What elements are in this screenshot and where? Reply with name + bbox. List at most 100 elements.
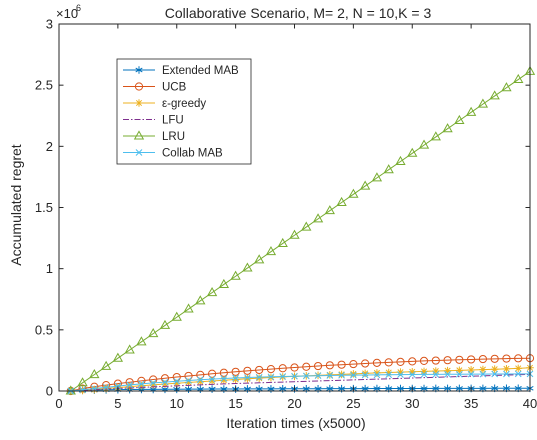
legend-label: Extended MAB <box>162 65 239 77</box>
data-point <box>208 375 216 383</box>
data-point <box>502 365 511 373</box>
data-point <box>372 358 382 367</box>
data-point <box>513 73 524 84</box>
data-point <box>312 213 324 223</box>
data-point <box>220 385 228 393</box>
data-point <box>396 357 405 366</box>
data-point <box>395 155 406 166</box>
data-point <box>502 354 511 363</box>
legend: Extended MAB UCB ε-greedy LFU LRU Collab MAB <box>116 58 252 165</box>
data-point <box>514 370 522 378</box>
data-point <box>501 82 512 92</box>
data-point <box>489 90 500 100</box>
data-point <box>455 366 464 375</box>
data-point <box>208 385 216 393</box>
data-point <box>231 375 240 384</box>
data-point <box>336 196 347 206</box>
data-point <box>265 246 277 256</box>
data-point <box>196 385 204 393</box>
legend-entry: Collab MAB <box>123 148 223 160</box>
data-point <box>173 377 181 385</box>
data-point <box>291 372 298 380</box>
y-tick-label: 0 <box>46 384 53 399</box>
series-line-4 <box>70 70 531 392</box>
y-axis-label: Accumulated regret <box>8 144 24 266</box>
x-tick-label: 0 <box>55 396 62 411</box>
data-point <box>126 381 134 389</box>
data-point <box>396 368 405 376</box>
legend-label: LFU <box>162 115 184 127</box>
data-point <box>361 359 370 368</box>
data-point <box>231 367 240 376</box>
y-exponent-power: 6 <box>76 3 81 13</box>
legend-entry: ε-greedy <box>123 98 206 110</box>
y-tick-label: 1.5 <box>35 200 53 215</box>
data-point <box>161 380 169 388</box>
data-point <box>349 359 358 369</box>
data-point <box>102 383 110 391</box>
data-point <box>337 360 346 369</box>
data-point <box>279 373 287 380</box>
data-point <box>77 377 88 387</box>
data-point <box>325 361 334 370</box>
data-point <box>301 221 312 231</box>
data-point <box>159 319 171 329</box>
data-point <box>289 229 300 239</box>
legend-swatch-marker <box>134 82 144 91</box>
data-point <box>465 106 477 116</box>
y-tick-label: 2 <box>46 139 53 154</box>
data-point <box>385 371 393 379</box>
legend-entry: LFU <box>123 115 184 127</box>
series-line-0 <box>70 387 530 392</box>
data-point <box>419 356 429 366</box>
data-point <box>384 358 393 367</box>
data-point <box>184 378 193 387</box>
data-point <box>196 376 204 384</box>
data-point <box>278 364 287 373</box>
data-point <box>443 356 452 365</box>
data-point <box>220 376 228 385</box>
y-tick-label: 1 <box>46 261 53 276</box>
data-point <box>432 371 440 378</box>
data-point <box>491 370 499 378</box>
data-point <box>230 270 241 280</box>
data-point <box>218 278 230 288</box>
data-point <box>397 371 404 378</box>
data-point <box>255 365 264 375</box>
data-point <box>314 372 322 380</box>
data-point <box>503 370 510 378</box>
y-tick-label: 0.5 <box>35 322 53 337</box>
series-3 <box>70 373 531 392</box>
chart-title: Collaborative Scenario, M= 2, N = 10,K =… <box>165 5 432 21</box>
data-point <box>326 372 334 379</box>
data-point <box>478 354 487 364</box>
data-point <box>89 368 100 379</box>
data-point <box>220 375 228 382</box>
y-tick-label: 3 <box>46 17 53 32</box>
data-point <box>384 368 393 377</box>
data-point <box>490 365 499 374</box>
data-point <box>338 371 345 379</box>
data-point <box>184 385 193 393</box>
series-4 <box>65 65 536 395</box>
data-point <box>490 354 499 363</box>
data-point <box>418 139 430 149</box>
x-tick-label: 10 <box>170 396 184 411</box>
data-point <box>149 381 157 389</box>
data-point <box>383 164 394 174</box>
x-tick-label: 40 <box>523 396 537 411</box>
legend-swatch-marker <box>135 99 143 107</box>
data-point <box>244 374 251 381</box>
data-point <box>420 367 428 376</box>
legend-swatch-marker <box>135 149 143 156</box>
data-point <box>114 382 122 390</box>
data-point <box>455 355 464 364</box>
data-point <box>430 131 441 141</box>
data-point <box>455 370 463 378</box>
x-axis-label: Iteration times (x5000) <box>226 415 365 431</box>
data-point <box>195 295 206 305</box>
data-point <box>161 378 169 386</box>
data-point <box>444 370 451 378</box>
data-point <box>254 254 265 264</box>
